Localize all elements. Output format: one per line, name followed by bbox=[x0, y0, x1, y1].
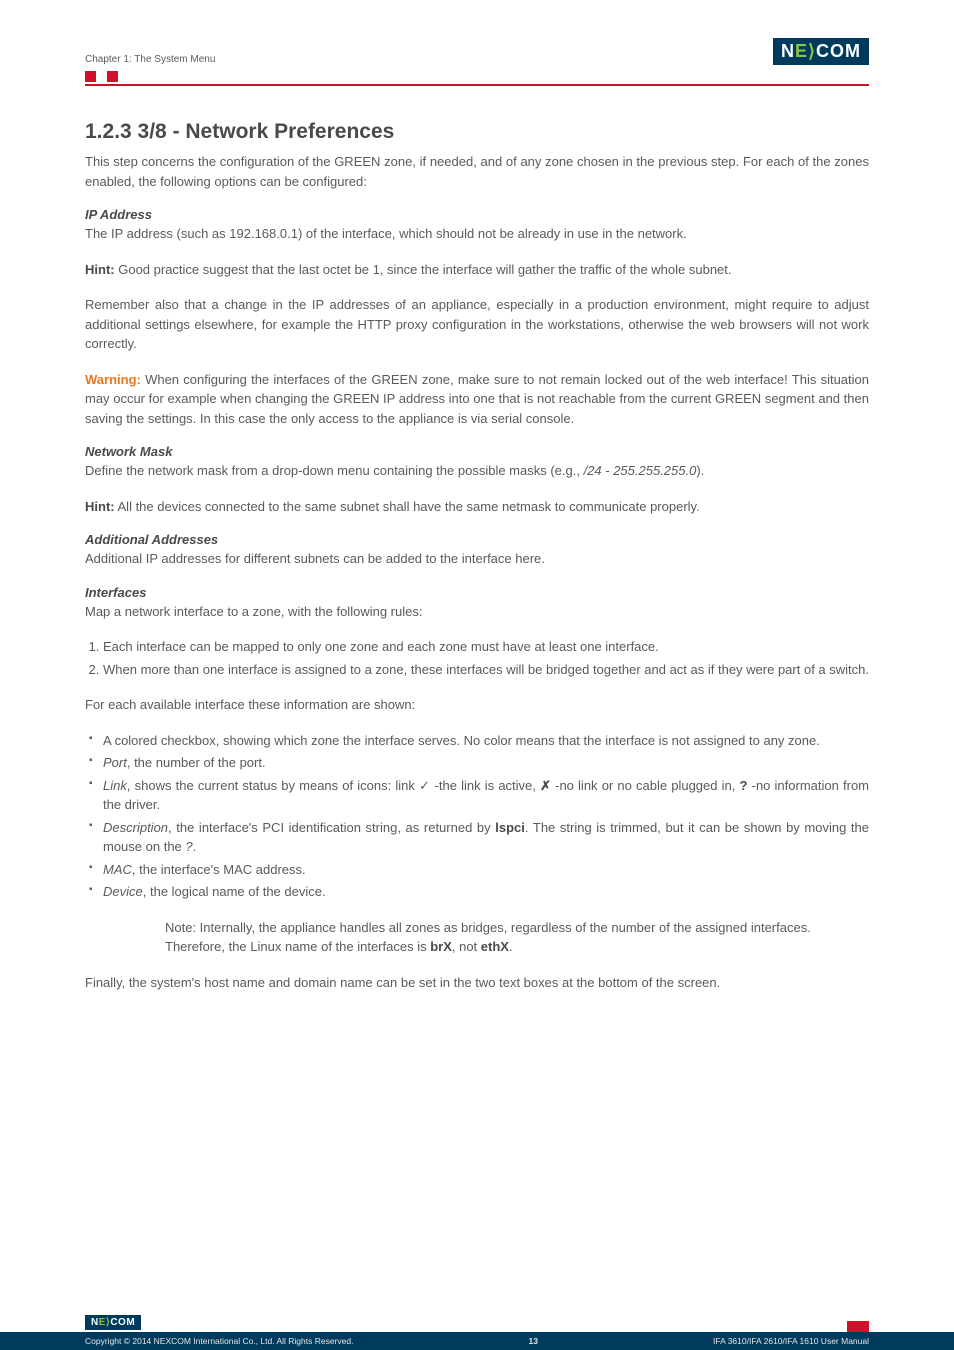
interfaces-rules: Each interface can be mapped to only one… bbox=[103, 637, 869, 679]
bullet-1: A colored checkbox, showing which zone t… bbox=[85, 731, 869, 751]
netmask-heading: Network Mask bbox=[85, 444, 869, 459]
bullet-2: Port, the number of the port. bbox=[85, 753, 869, 773]
interfaces-bullets: A colored checkbox, showing which zone t… bbox=[85, 731, 869, 902]
ip-address-warning: Warning: When configuring the interfaces… bbox=[85, 370, 869, 429]
bullet-6: Device, the logical name of the device. bbox=[85, 882, 869, 902]
footer: NE⟩COM Copyright © 2014 NEXCOM Internati… bbox=[0, 1312, 954, 1350]
manual-name: IFA 3610/IFA 2610/IFA 1610 User Manual bbox=[713, 1336, 869, 1346]
logo-e: E bbox=[795, 41, 808, 61]
additional-text: Additional IP addresses for different su… bbox=[85, 549, 869, 569]
footer-squares bbox=[836, 1321, 869, 1332]
rule-1: Each interface can be mapped to only one… bbox=[103, 637, 869, 657]
hint-label-2: Hint: bbox=[85, 499, 115, 514]
ip-address-remember: Remember also that a change in the IP ad… bbox=[85, 295, 869, 354]
rule-2: When more than one interface is assigned… bbox=[103, 660, 869, 680]
page-number: 13 bbox=[529, 1336, 538, 1346]
footer-logo: NE⟩COM bbox=[85, 1315, 141, 1330]
header-rule bbox=[85, 84, 869, 86]
logo-arrow: ⟩ bbox=[808, 41, 816, 61]
logo-n: N bbox=[781, 41, 795, 61]
hint-label: Hint: bbox=[85, 262, 115, 277]
netmask-hint-text: All the devices connected to the same su… bbox=[115, 499, 700, 514]
note-block: Note: Internally, the appliance handles … bbox=[165, 918, 869, 957]
section-title: 1.2.3 3/8 - Network Preferences bbox=[85, 120, 869, 144]
bullet-5: MAC, the interface's MAC address. bbox=[85, 860, 869, 880]
warning-text: When configuring the interfaces of the G… bbox=[85, 372, 869, 426]
interfaces-intro: Map a network interface to a zone, with … bbox=[85, 602, 869, 622]
header-squares bbox=[85, 71, 869, 82]
netmask-text: Define the network mask from a drop-down… bbox=[85, 461, 869, 481]
warning-label: Warning: bbox=[85, 372, 141, 387]
bullet-3: Link, shows the current status by means … bbox=[85, 776, 869, 815]
netmask-hint: Hint: All the devices connected to the s… bbox=[85, 497, 869, 517]
ip-address-hint: Hint: Good practice suggest that the las… bbox=[85, 260, 869, 280]
interfaces-info-intro: For each available interface these infor… bbox=[85, 695, 869, 715]
interfaces-heading: Interfaces bbox=[85, 585, 869, 600]
additional-heading: Additional Addresses bbox=[85, 532, 869, 547]
section-intro: This step concerns the configuration of … bbox=[85, 152, 869, 191]
ip-address-line1: The IP address (such as 192.168.0.1) of … bbox=[85, 224, 869, 244]
interfaces-final: Finally, the system's host name and doma… bbox=[85, 973, 869, 993]
logo: NE⟩COM bbox=[773, 38, 869, 65]
logo-com: COM bbox=[816, 41, 861, 61]
bullet-4: Description, the interface's PCI identif… bbox=[85, 818, 869, 857]
chapter-label: Chapter 1: The System Menu bbox=[85, 54, 215, 65]
ip-address-heading: IP Address bbox=[85, 207, 869, 222]
hint-text: Good practice suggest that the last octe… bbox=[115, 262, 732, 277]
copyright: Copyright © 2014 NEXCOM International Co… bbox=[85, 1336, 353, 1346]
